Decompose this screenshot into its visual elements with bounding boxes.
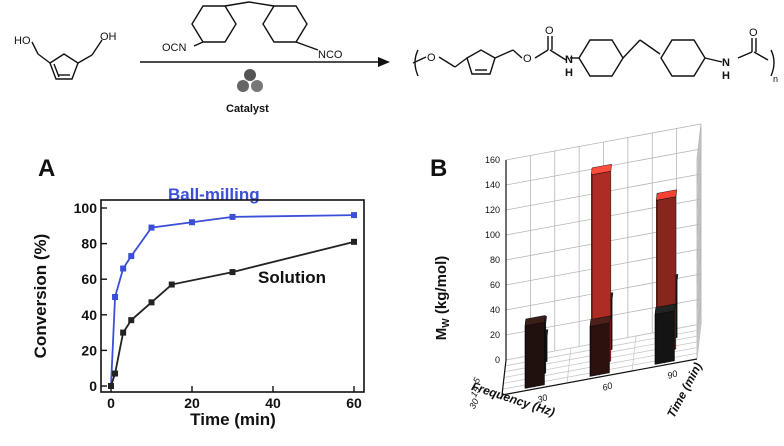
time-tick-label: 60 — [601, 380, 614, 393]
chart-b-zlabel-sub: W — [441, 318, 452, 328]
data-point — [128, 317, 135, 324]
chart-a-xlabel: Time (min) — [190, 410, 276, 429]
z-tick-label: 0 — [495, 355, 500, 365]
panel-b-letter: B — [430, 155, 447, 182]
data-point — [229, 213, 236, 220]
y-tick-label: 100 — [74, 200, 98, 216]
data-point — [168, 281, 175, 288]
bar-front-face — [654, 307, 657, 365]
chart-a: Conversion (%) Time (min) Ball-milling S… — [31, 185, 365, 429]
y-tick-label: 0 — [89, 378, 97, 394]
z-tick-label: 20 — [490, 330, 500, 340]
bar-side-face — [589, 322, 610, 377]
scheme-labels: HO OH OCN NCO Catalyst O O O N H N H O n — [14, 25, 778, 115]
z-tick-label: 120 — [485, 205, 500, 215]
bar-3d — [524, 315, 546, 389]
reagent-nco-right: NCO — [318, 49, 343, 61]
y-tick-label: 80 — [81, 236, 97, 252]
data-point — [108, 383, 114, 389]
frequency-axis-line — [501, 359, 507, 396]
bar-top-face — [589, 315, 611, 327]
bar-top-face — [654, 303, 676, 315]
data-point — [351, 238, 357, 245]
chart-b-zlabel: MW (kg/mol) — [433, 256, 452, 340]
chart-a-ylabel: Conversion (%) — [31, 234, 50, 359]
data-point — [112, 370, 119, 377]
z-tick-label: 100 — [485, 230, 500, 240]
z-tick-label: 80 — [490, 255, 500, 265]
data-point — [189, 219, 195, 226]
product-carbonyl-o1: O — [545, 25, 554, 37]
bar-side-face — [524, 322, 545, 389]
series-line-1 — [110, 240, 355, 387]
chart-b-zlabel-main: M — [433, 328, 450, 341]
product-n2: N — [722, 57, 730, 69]
series-line-0 — [110, 214, 355, 387]
product-structure — [412, 36, 775, 77]
product-o2: O — [523, 53, 532, 65]
product-carbonyl-o2: O — [749, 27, 758, 39]
frequency-tick-label: 5 — [471, 375, 483, 385]
product-o1: O — [427, 52, 436, 64]
series-label-solution: Solution — [258, 268, 326, 287]
bar-top-face — [591, 163, 612, 176]
z-tick-label: 160 — [485, 155, 500, 165]
x-tick-label: 0 — [107, 395, 115, 411]
product-h2: H — [722, 70, 730, 82]
data-point — [120, 265, 127, 272]
reactant-oh-right: OH — [100, 31, 117, 43]
x-tick-label: 20 — [184, 395, 200, 411]
y-tick-label: 20 — [81, 342, 97, 358]
catalyst-label: Catalyst — [226, 103, 269, 115]
floor-grid-line — [566, 347, 572, 384]
data-point — [229, 269, 236, 276]
data-point — [351, 212, 357, 219]
product-h1: H — [565, 67, 573, 79]
chart-a-frame — [100, 199, 365, 393]
floor-grid-line — [631, 335, 637, 372]
reagent-nco-left: OCN — [162, 42, 187, 54]
bar-top-face — [524, 315, 546, 327]
time-axis-line — [501, 358, 698, 396]
bar-front-face — [524, 318, 527, 389]
mdi-structure — [191, 1, 319, 51]
data-point — [128, 253, 135, 260]
z-tick-label: 40 — [490, 305, 500, 315]
reaction-scheme — [31, 1, 775, 92]
catalyst-icon — [237, 69, 263, 92]
reactant-oh-left: HO — [14, 35, 31, 47]
data-point — [112, 294, 119, 300]
bar-3d — [654, 303, 676, 365]
floor-grid-line — [696, 323, 702, 360]
bhmf-structure — [31, 39, 103, 80]
bar-top-face — [656, 189, 677, 201]
chart-b-zlabel-rest: (kg/mol) — [433, 256, 450, 319]
chart-b: MW (kg/mol) Frequency (Hz) Time (min) 02… — [433, 123, 705, 420]
product-n1: N — [565, 54, 573, 66]
panel-a-letter: A — [38, 155, 55, 182]
time-tick-label: 90 — [666, 368, 679, 381]
y-tick-label: 60 — [81, 271, 97, 287]
frequency-tick-label: 30 — [467, 397, 481, 411]
y-tick-label: 40 — [81, 307, 97, 323]
z-tick-label: 140 — [485, 180, 500, 190]
product-subscript: n — [773, 74, 778, 84]
time-tick-label: 30 — [536, 392, 549, 405]
x-tick-label: 60 — [346, 395, 362, 411]
bar-side-face — [654, 310, 675, 365]
x-tick-label: 40 — [265, 395, 281, 411]
bar-front-face — [589, 319, 592, 377]
data-point — [148, 224, 155, 231]
data-point — [120, 329, 127, 336]
series-label-ball-milling: Ball-milling — [168, 185, 260, 204]
data-point — [148, 299, 155, 306]
z-tick-label: 60 — [490, 280, 500, 290]
bar-3d — [589, 315, 611, 377]
